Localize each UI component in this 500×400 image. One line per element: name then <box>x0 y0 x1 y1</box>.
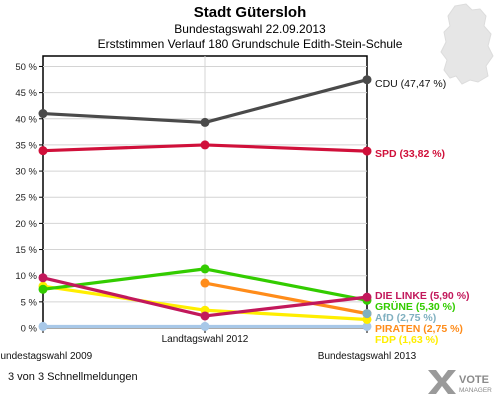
chart-subtitle-2: Erststimmen Verlauf 180 Grundschule Edit… <box>98 37 403 51</box>
series-label-spd: SPD (33,82 %) <box>375 148 445 160</box>
data-point-sonstige <box>200 321 210 331</box>
y-tick-label: 10 % <box>15 271 37 282</box>
y-tick-label: 20 % <box>15 219 37 230</box>
y-tick-label: 0 % <box>21 324 38 335</box>
logo-text-vote: VOTE <box>459 374 489 386</box>
series-labels: CDU (47,47 %) SPD (33,82 %) DIE LINKE (5,9… <box>375 78 470 346</box>
series-label-fdp: FDP (1,63 %) <box>375 334 438 346</box>
data-point-spd <box>200 140 210 150</box>
data-point-afd <box>362 309 372 319</box>
logo-text-manager: MANAGER <box>459 387 492 394</box>
x-axis: Bundestagswahl 2009 Landtagswahl 2012 Bund… <box>0 328 417 362</box>
series-label-cdu: CDU (47,47 %) <box>375 78 446 90</box>
x-tick-label: Landtagswahl 2012 <box>162 334 249 345</box>
y-tick-label: 5 % <box>21 297 38 308</box>
data-point-sonstige <box>362 321 372 331</box>
data-point-die-linke <box>38 273 48 283</box>
series-line-piraten <box>204 281 368 316</box>
vote-manager-logo: VOTE MANAGER <box>428 370 492 394</box>
data-point-cdu <box>200 117 210 127</box>
data-point-gr-ne <box>200 264 210 274</box>
data-point-die-linke <box>362 292 372 302</box>
y-tick-label: 45 % <box>15 88 37 99</box>
y-tick-label: 35 % <box>15 140 37 151</box>
series-label-afd: AfD (2,75 %) <box>375 312 436 324</box>
series-label-piraten: PIRATEN (2,75 %) <box>375 323 463 335</box>
data-point-die-linke <box>200 311 210 321</box>
data-point-gr-ne <box>38 284 48 294</box>
data-point-spd <box>362 146 372 156</box>
data-point-cdu <box>38 109 48 119</box>
chart-subtitle: Bundestagswahl 22.09.2013 <box>174 22 326 36</box>
data-point-sonstige <box>38 321 48 331</box>
series-label-die-linke: DIE LINKE (5,90 %) <box>375 290 470 302</box>
chart-title: Stadt Gütersloh <box>194 4 307 21</box>
data-point-piraten <box>200 278 210 288</box>
y-tick-label: 40 % <box>15 114 37 125</box>
status-text: 3 von 3 Schnellmeldungen <box>8 371 138 383</box>
y-tick-label: 50 % <box>15 62 37 73</box>
germany-map-icon <box>440 3 494 85</box>
y-tick-label: 15 % <box>15 245 37 256</box>
y-axis: 0 % 5 % 10 % 15 % 20 % 25 % 30 % 35 % 40 % 45 % 50… <box>15 62 43 335</box>
series <box>38 75 372 331</box>
y-tick-label: 25 % <box>15 193 37 204</box>
logo-x-icon <box>428 370 456 394</box>
data-point-cdu <box>362 75 372 85</box>
x-tick-label: Bundestagswahl 2009 <box>0 351 93 362</box>
data-point-spd <box>38 146 48 156</box>
series-label-gr-ne: GRÜNE (5,30 %) <box>375 300 456 313</box>
x-tick-label: Bundestagswahl 2013 <box>318 351 417 362</box>
y-tick-label: 30 % <box>15 167 37 178</box>
